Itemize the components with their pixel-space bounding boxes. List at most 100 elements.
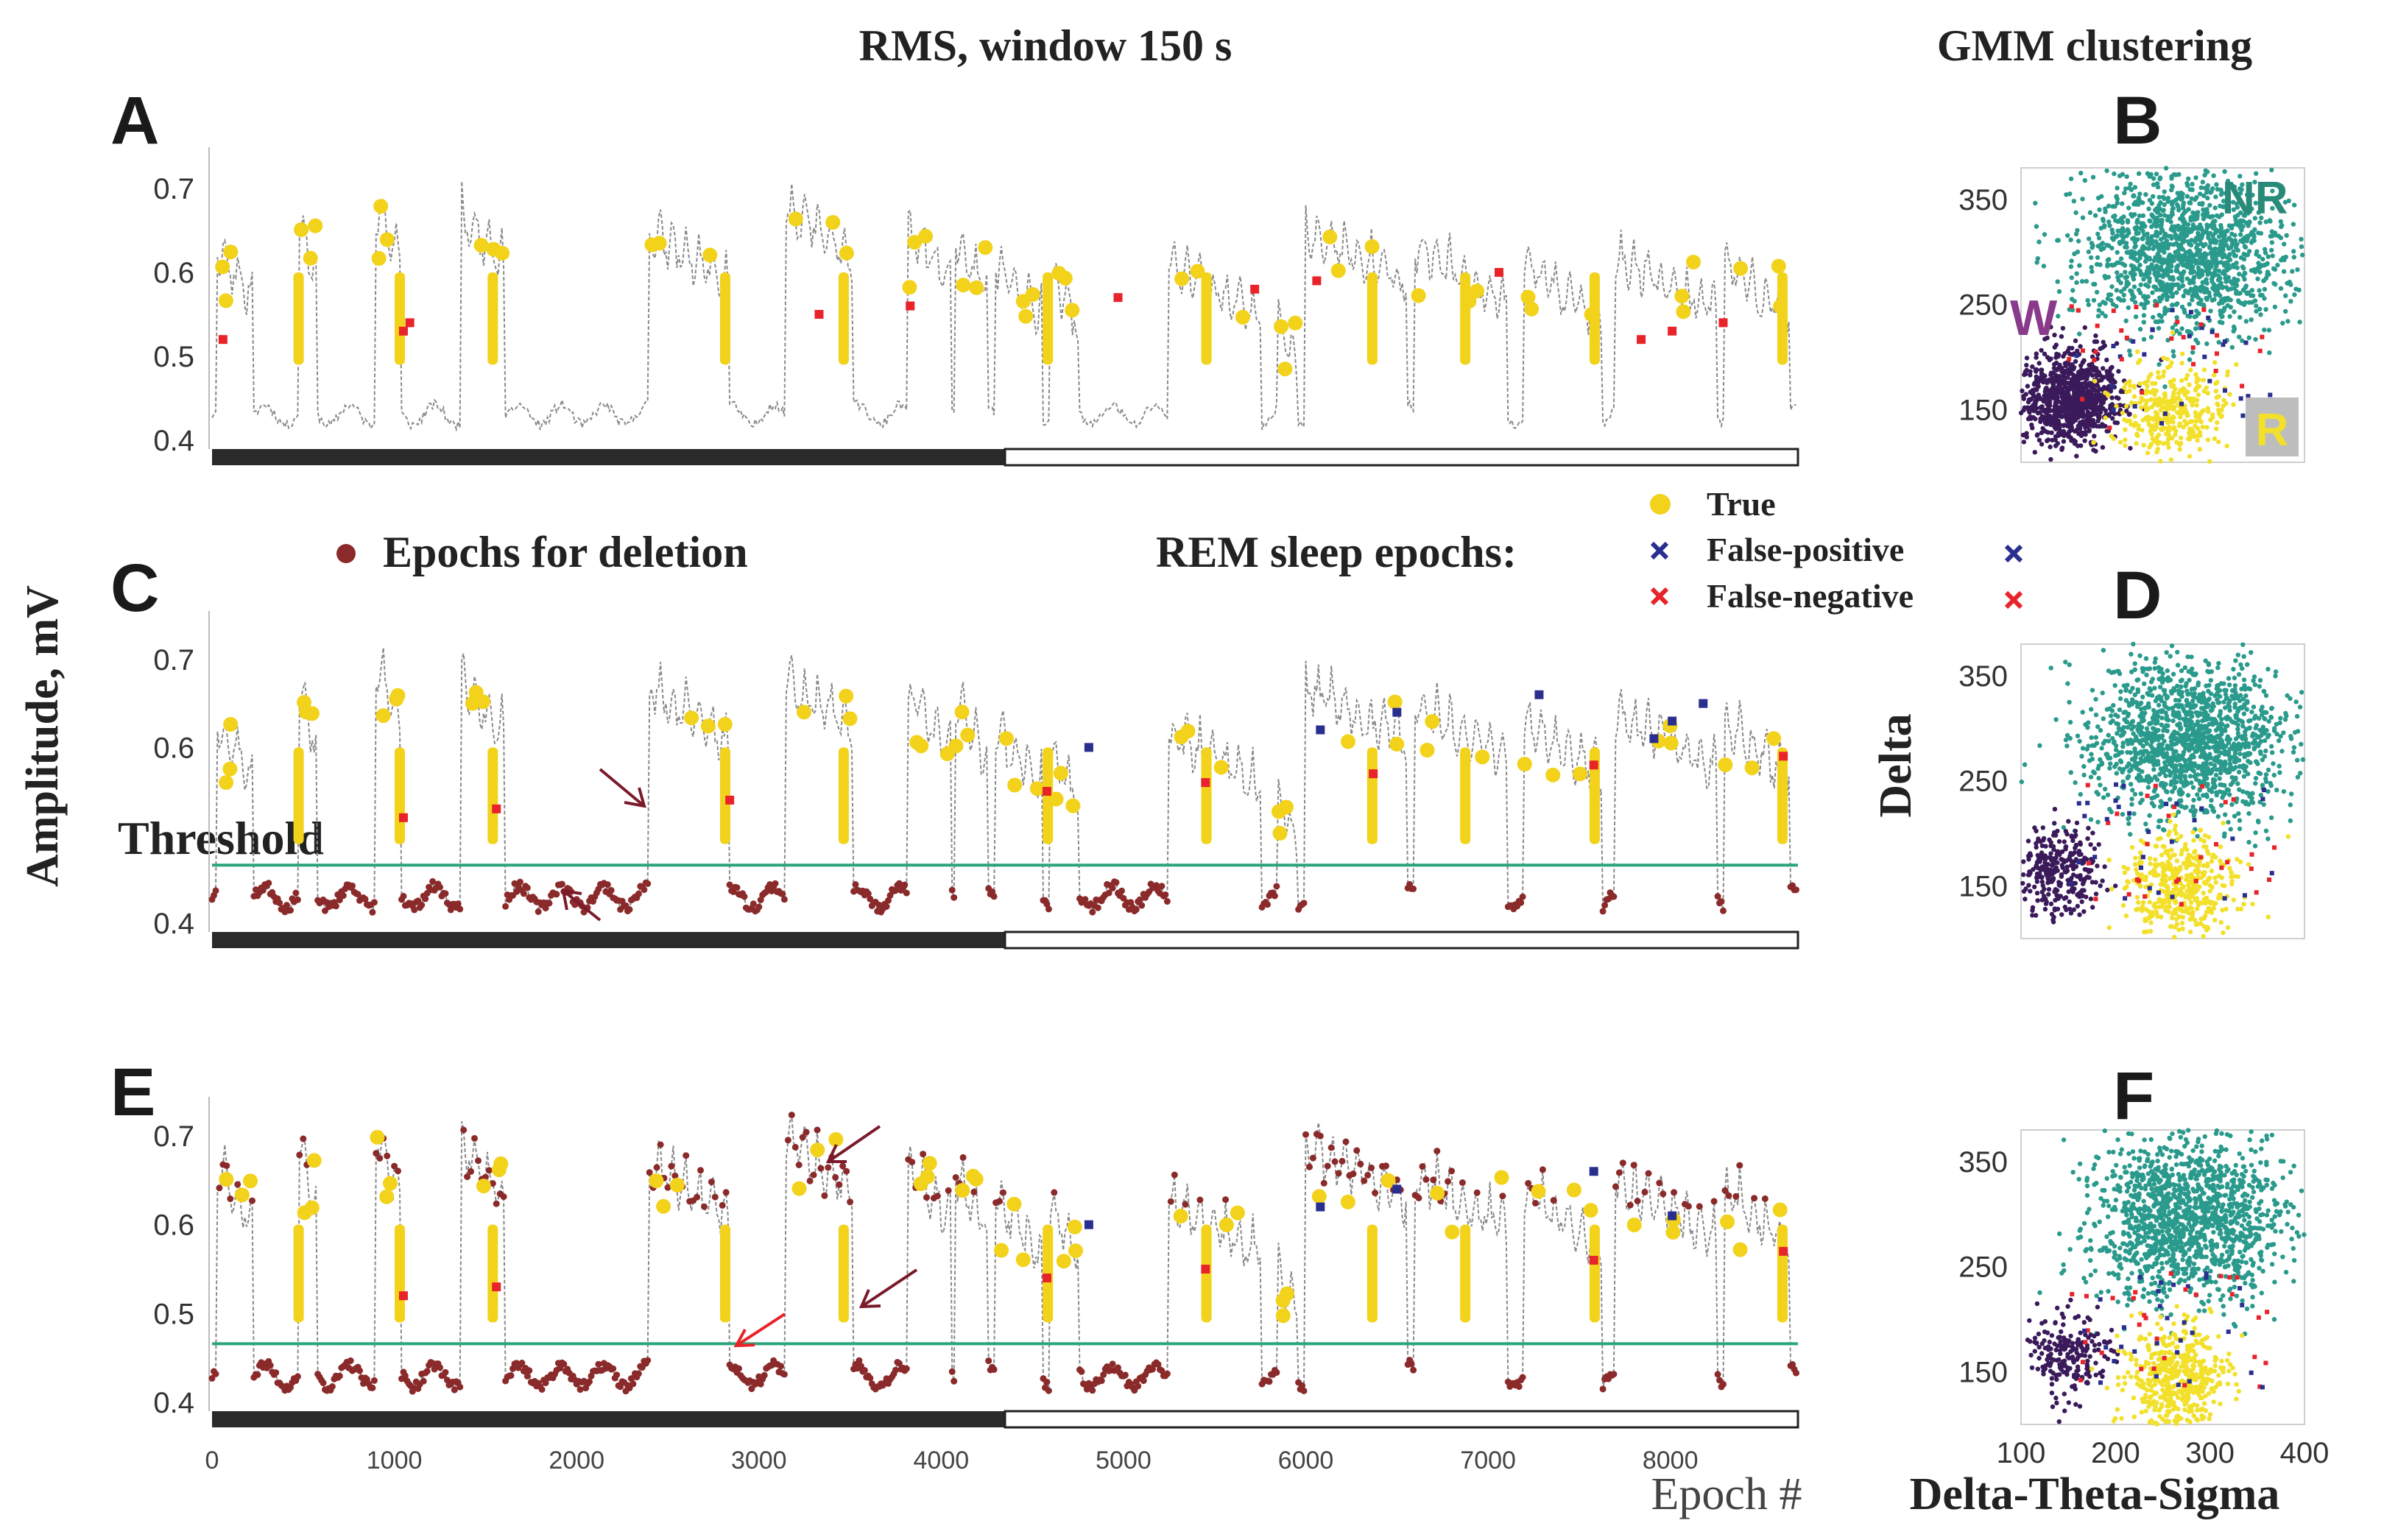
true-rem-point: [1773, 299, 1788, 314]
cluster-point: [2154, 422, 2159, 427]
cluster-point: [2224, 443, 2229, 448]
cluster-point: [2106, 668, 2112, 674]
cluster-point: [2093, 735, 2098, 740]
deletion-epoch-point: [1720, 907, 1727, 914]
true-rem-point: [1584, 307, 1599, 322]
cluster-point: [2146, 374, 2152, 380]
cluster-point: [2201, 285, 2207, 291]
true-rem-point: [1067, 1219, 1082, 1235]
cluster-point: [2117, 439, 2123, 445]
true-rem-point: [375, 708, 391, 724]
cluster-point: [2171, 390, 2176, 395]
cluster-point: [2080, 360, 2086, 365]
false-negative-legend-label: False-negative: [1707, 577, 1914, 615]
cluster-point: [2108, 761, 2113, 766]
cluster-point: [2053, 717, 2059, 722]
cluster-point: [2065, 348, 2070, 353]
cluster-point: [2170, 718, 2176, 724]
cluster-point: [2274, 731, 2279, 737]
cluster-point: [2170, 349, 2176, 354]
cluster-point: [2209, 798, 2214, 803]
true-rem-point: [1389, 736, 1405, 752]
deletion-epoch-point: [1331, 1158, 1339, 1165]
true-rem-point: [810, 1142, 825, 1158]
cluster-point: [2143, 705, 2148, 710]
true-rem-point: [1665, 1224, 1681, 1240]
cluster-point: [2067, 191, 2073, 197]
true-rem-point: [1461, 294, 1477, 309]
deletion-epoch-point: [1601, 902, 1609, 909]
deletion-epoch-point: [836, 1181, 843, 1188]
misclassified-point: [2134, 305, 2139, 310]
deletion-epoch-point: [265, 880, 272, 887]
cluster-point: [2129, 669, 2134, 674]
true-rem-point: [495, 245, 510, 261]
misclassified-point: [2215, 333, 2220, 338]
cluster-point: [2195, 425, 2201, 431]
cluster-point: [2141, 277, 2146, 282]
cluster-point: [2237, 314, 2243, 320]
deletion-epoch-point: [1324, 1162, 1331, 1170]
cluster-point: [2171, 353, 2176, 358]
cluster-point: [2132, 661, 2137, 666]
cluster-point: [2108, 378, 2113, 384]
false-negative-marker: [1494, 268, 1503, 277]
cluster-point: [2233, 736, 2239, 741]
cluster-point: [2215, 402, 2221, 408]
cluster-point: [2209, 189, 2214, 194]
deletion-epoch-point: [1725, 1192, 1732, 1199]
cluster-point: [2179, 703, 2184, 708]
cluster-point: [2204, 425, 2210, 430]
cluster-point: [2254, 308, 2259, 314]
cluster-point: [2072, 298, 2077, 304]
deletion-epoch-point: [1350, 1170, 1357, 1178]
x-tick-label: 6000: [1278, 1447, 1334, 1474]
cluster-point: [2088, 255, 2094, 261]
cluster-point: [2272, 266, 2278, 272]
false-positive-legend-marker-right: [2004, 544, 2023, 563]
deletion-epoch-point: [1162, 891, 1169, 898]
deletion-epoch-point: [1158, 1367, 1165, 1374]
cluster-point: [2216, 268, 2222, 274]
cluster-point: [2111, 214, 2116, 219]
cluster-point: [2045, 430, 2050, 435]
cluster-point: [2151, 707, 2156, 713]
cluster-point: [2178, 216, 2183, 222]
cluster-point: [2223, 728, 2228, 733]
cluster-point: [2237, 272, 2242, 277]
cluster-point: [2097, 207, 2102, 213]
deletion-epoch-point: [722, 1189, 730, 1196]
cluster-point: [2093, 448, 2098, 454]
cluster-point: [2114, 761, 2119, 767]
cluster-point: [2034, 433, 2040, 438]
cluster-point: [2226, 682, 2232, 688]
cluster-point: [2072, 441, 2078, 446]
deletion-epoch-point: [276, 900, 283, 906]
true-rem-point: [1445, 1224, 1460, 1240]
false-negative-marker: [1589, 760, 1598, 770]
cluster-point: [2125, 775, 2130, 781]
cluster-point: [2187, 241, 2192, 247]
cluster-point: [2223, 812, 2228, 817]
cluster-point: [2054, 390, 2059, 395]
cluster-point: [2050, 370, 2056, 375]
deletion-epoch-point: [1383, 1162, 1389, 1170]
deletion-epoch-point: [843, 1168, 850, 1175]
cluster-point: [2132, 225, 2137, 231]
deletion-epoch-point: [909, 1159, 916, 1166]
true-rem-point: [1288, 315, 1303, 331]
cluster-point: [2151, 194, 2156, 199]
cluster-point: [2259, 263, 2264, 268]
true-rem-point: [1219, 1217, 1234, 1232]
cluster-point: [2021, 439, 2027, 445]
cluster-point: [2227, 761, 2232, 767]
cluster-point: [2129, 802, 2134, 807]
cluster-point: [2111, 237, 2116, 242]
cluster-point: [2295, 774, 2301, 780]
cluster-point: [2110, 416, 2115, 421]
cluster-point: [2196, 236, 2201, 242]
true-rem-point: [797, 704, 811, 720]
rms-trace-line: [211, 647, 1796, 914]
cluster-point: [2147, 197, 2152, 203]
rms-trace-plot-c: 0.40.60.7: [153, 611, 1799, 950]
